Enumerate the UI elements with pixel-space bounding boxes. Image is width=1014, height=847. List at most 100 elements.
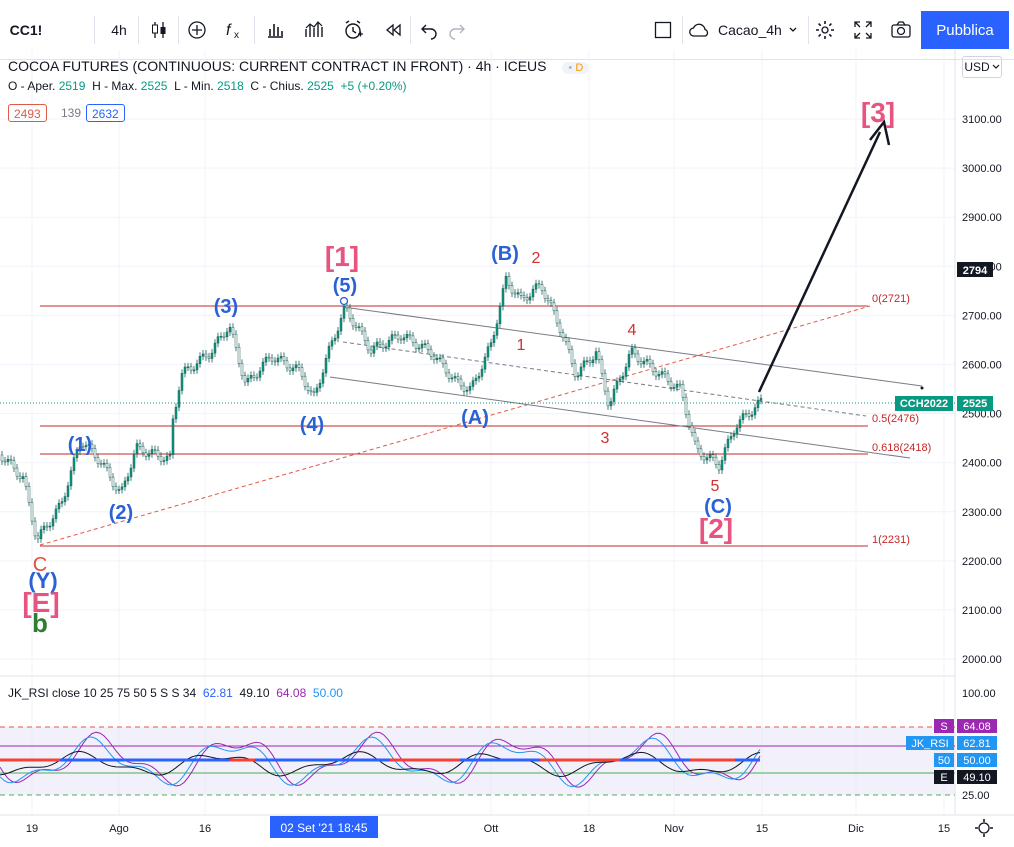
time-tick: Dic	[848, 823, 864, 835]
interval-button[interactable]: 4h	[104, 14, 134, 46]
high-label: H - Max.	[92, 79, 138, 93]
redo-button[interactable]	[444, 14, 470, 46]
candle	[411, 331, 415, 347]
candle	[144, 448, 148, 461]
candle	[246, 374, 250, 387]
candle	[21, 472, 25, 483]
anchor-handle[interactable]	[339, 296, 349, 306]
rsi-series[interactable]	[0, 731, 761, 788]
channel-upper-line[interactable]	[342, 306, 923, 387]
candle	[525, 293, 529, 305]
candle	[135, 439, 139, 458]
snapshot-button[interactable]	[888, 14, 914, 46]
candle	[81, 442, 85, 451]
candle	[78, 442, 82, 456]
price-series[interactable]	[0, 272, 763, 543]
candle	[636, 349, 640, 366]
candle	[606, 387, 610, 410]
candle	[24, 472, 28, 491]
candle	[324, 354, 328, 377]
candle	[657, 370, 661, 381]
replay-button[interactable]	[380, 14, 406, 46]
candle	[468, 382, 472, 395]
time-axis[interactable]: 19 Ago 16 Ott 18 Nov 15 Dic 15	[26, 823, 950, 835]
svg-text:f: f	[226, 22, 232, 39]
candle	[711, 450, 715, 462]
candle	[147, 449, 151, 461]
candle	[297, 360, 301, 372]
channel-lower-line[interactable]	[329, 376, 911, 459]
candle	[615, 377, 619, 394]
price-axis[interactable]: 3100.003000.002900.002800.002700.002600.…	[962, 114, 1002, 666]
candle	[471, 376, 475, 391]
candle	[591, 355, 595, 367]
candle	[384, 342, 388, 352]
candle	[465, 386, 469, 396]
candle	[678, 380, 682, 389]
symbol-search-button[interactable]: CC1!	[8, 14, 44, 46]
publish-button[interactable]: Pubblica	[921, 11, 1009, 49]
candle	[576, 372, 580, 381]
rsi-axis-top: 100.00	[962, 688, 996, 700]
wave-label-y: (Y)	[28, 568, 57, 593]
divider	[94, 16, 95, 44]
candle	[330, 336, 334, 351]
rsi-tag-s-value: 64.08	[963, 721, 991, 733]
status-badge[interactable]: • D	[562, 62, 590, 74]
templates-button[interactable]	[262, 14, 288, 46]
candle	[756, 396, 760, 412]
dashed-trendline[interactable]	[39, 305, 871, 546]
candle	[522, 291, 526, 302]
undo-button[interactable]	[416, 14, 442, 46]
candle	[747, 409, 751, 421]
rsi-axis-bottom: 25.00	[962, 790, 990, 802]
candle	[537, 279, 541, 289]
layout-name-button[interactable]: Cacao_4h	[688, 14, 804, 46]
candle	[366, 336, 370, 354]
chart-canvas[interactable]: 0(2721) 0.5(2476) 0.618(2418) 1(2231) [3…	[0, 50, 1014, 847]
strategies-button[interactable]	[302, 14, 328, 46]
candle	[450, 373, 454, 383]
time-tick: 18	[583, 823, 595, 835]
minor-label-3: 3	[601, 430, 610, 447]
projection-arrow[interactable]	[757, 131, 882, 393]
high-price-label: 2794	[963, 265, 988, 277]
ohlc-legend: O - Aper. 2519 H - Max. 2525 L - Min. 25…	[8, 79, 407, 93]
settings-button[interactable]	[812, 14, 838, 46]
candle	[687, 410, 691, 431]
layout-button[interactable]	[650, 14, 676, 46]
bar-chart-icon	[268, 24, 283, 38]
chevron-down-icon	[992, 64, 1000, 69]
compare-button[interactable]	[184, 14, 210, 46]
candle	[420, 340, 424, 353]
wave-label-b-blue: (B)	[491, 243, 519, 265]
candle	[408, 330, 412, 340]
candle	[291, 363, 295, 375]
candle	[681, 380, 685, 402]
fullscreen-button[interactable]	[850, 14, 876, 46]
candle	[303, 372, 307, 391]
alert-button[interactable]	[340, 14, 366, 46]
minor-wave-labels: 2 1 4 3 5	[517, 250, 720, 495]
rsi-value-2: 49.10	[239, 686, 270, 700]
candle	[429, 345, 433, 361]
rsi-tag-s	[934, 719, 954, 733]
minor-label-5: 5	[711, 478, 720, 495]
minor-label-2: 2	[532, 250, 541, 267]
fib-retracement[interactable]: 0(2721) 0.5(2476) 0.618(2418) 1(2231)	[40, 293, 931, 547]
symbol-legend[interactable]: COCOA FUTURES (CONTINUOUS: CURRENT CONTR…	[8, 58, 590, 74]
candle	[126, 472, 130, 485]
candle	[171, 414, 175, 459]
candle	[243, 371, 247, 387]
currency-selector[interactable]: USD	[962, 56, 1002, 78]
candle	[585, 356, 589, 365]
candle	[264, 353, 268, 367]
wave-label-big-2: [2]	[699, 513, 733, 544]
candle	[99, 459, 103, 468]
axis-settings-button[interactable]	[975, 819, 993, 837]
rsi-legend[interactable]: JK_RSI close 10 25 75 50 5 S S 34 62.81 …	[8, 686, 343, 700]
bar-style-button[interactable]	[146, 14, 172, 46]
candle	[204, 350, 208, 361]
candle	[285, 356, 289, 372]
